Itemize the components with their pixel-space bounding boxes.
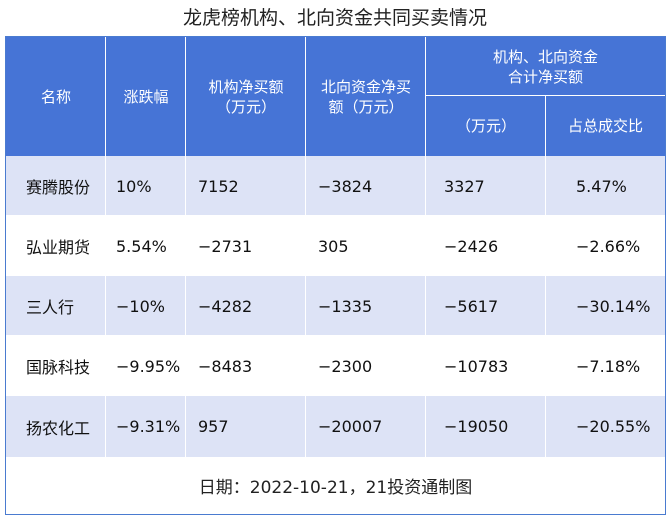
header-north-net-line1: 北向资金净买 xyxy=(320,77,411,96)
row-0-combined: 3327 xyxy=(426,156,546,216)
divider xyxy=(426,95,665,96)
divider xyxy=(305,37,306,457)
row-1-north-net: 305 xyxy=(306,216,426,276)
header-change-label: 涨跌幅 xyxy=(123,87,169,106)
page-title: 龙虎榜机构、北向资金共同买卖情况 xyxy=(182,7,487,29)
header-name: 名称 xyxy=(6,37,106,156)
row-2-ratio: −30.14% xyxy=(546,276,665,336)
row-3-inst-net: −8483 xyxy=(186,336,306,396)
row-4-inst-net: 957 xyxy=(186,396,306,457)
header-inst-net-line2: （万元） xyxy=(215,97,276,116)
header-combined-amount: （万元） xyxy=(426,96,546,156)
row-0-change: 10% xyxy=(106,156,186,216)
footer-note: 日期：2022-10-21，21投资通制图 xyxy=(6,457,665,514)
row-1-change: 5.54% xyxy=(106,216,186,276)
row-3-combined: −10783 xyxy=(426,336,546,396)
divider xyxy=(105,37,106,457)
row-0-north-net: −3824 xyxy=(306,156,426,216)
row-2-north-net: −1335 xyxy=(306,276,426,336)
divider xyxy=(425,37,426,457)
row-4-ratio: −20.55% xyxy=(546,396,665,457)
row-3-ratio: −7.18% xyxy=(546,336,665,396)
row-0-inst-net: 7152 xyxy=(186,156,306,216)
header-inst-net: 机构净买额 （万元） xyxy=(186,37,306,156)
header-combined-amount-label: （万元） xyxy=(455,117,516,135)
row-2-combined: −5617 xyxy=(426,276,546,336)
header-inst-net-line1: 机构净买额 xyxy=(208,77,284,96)
row-2-inst-net: −4282 xyxy=(186,276,306,336)
row-1-inst-net: −2731 xyxy=(186,216,306,276)
row-2-change: −10% xyxy=(106,276,186,336)
row-1-ratio: −2.66% xyxy=(546,216,665,276)
header-combined-ratio: 占总成交比 xyxy=(546,96,665,156)
divider xyxy=(6,215,665,216)
header-combined-group-line1: 机构、北向资金 xyxy=(492,47,598,66)
header-combined-ratio-label: 占总成交比 xyxy=(567,117,643,135)
row-1-combined: −2426 xyxy=(426,216,546,276)
row-3-name: 国脉科技 xyxy=(6,336,106,396)
row-4-name: 扬农化工 xyxy=(6,396,106,457)
divider xyxy=(6,275,665,276)
header-name-label: 名称 xyxy=(40,87,71,106)
row-0-ratio: 5.47% xyxy=(546,156,665,216)
divider xyxy=(185,37,186,457)
row-2-name: 三人行 xyxy=(6,276,106,336)
header-combined-group: 机构、北向资金 合计净买额 xyxy=(426,37,665,96)
header-change: 涨跌幅 xyxy=(106,37,186,156)
row-1-name: 弘业期货 xyxy=(6,216,106,276)
row-4-combined: −19050 xyxy=(426,396,546,457)
divider xyxy=(545,96,546,457)
row-0-name: 赛腾股份 xyxy=(6,156,106,216)
header-north-net-line2: 额（万元） xyxy=(328,97,404,116)
row-3-change: −9.95% xyxy=(106,336,186,396)
row-4-north-net: −20007 xyxy=(306,396,426,457)
row-4-change: −9.31% xyxy=(106,396,186,457)
divider xyxy=(6,395,665,396)
divider xyxy=(6,335,665,336)
header-combined-group-line2: 合计净买额 xyxy=(507,67,583,86)
row-3-north-net: −2300 xyxy=(306,336,426,396)
data-table: 名称 涨跌幅 机构净买额 （万元） 北向资金净买 额（万元） 机构、北向资金 合… xyxy=(5,36,666,515)
header-north-net: 北向资金净买 额（万元） xyxy=(306,37,426,156)
